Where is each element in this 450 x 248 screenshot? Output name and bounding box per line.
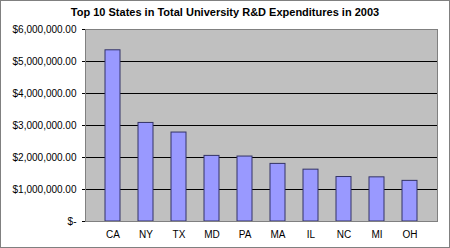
svg-text:$6,000,000.00: $6,000,000.00	[13, 24, 77, 35]
svg-text:IL: IL	[307, 229, 316, 240]
svg-text:TX: TX	[173, 229, 186, 240]
svg-text:PA: PA	[239, 229, 252, 240]
svg-text:$2,000,000.00: $2,000,000.00	[13, 152, 77, 163]
svg-text:NY: NY	[139, 229, 153, 240]
svg-text:CA: CA	[106, 229, 120, 240]
svg-text:$3,000,000.00: $3,000,000.00	[13, 120, 77, 131]
svg-text:$-: $-	[68, 216, 77, 227]
svg-text:OH: OH	[403, 229, 418, 240]
svg-text:MA: MA	[271, 229, 286, 240]
html-text:Top 10 States in Total Univers: Top 10 States in Total University R&D Ex…	[70, 6, 380, 18]
svg-text:$1,000,000.00: $1,000,000.00	[13, 184, 77, 195]
svg-text:MD: MD	[204, 229, 220, 240]
svg-text:$4,000,000.00: $4,000,000.00	[13, 88, 77, 99]
svg-text:$5,000,000.00: $5,000,000.00	[13, 56, 77, 67]
svg-text:MI: MI	[371, 229, 382, 240]
svg-text:NC: NC	[337, 229, 351, 240]
